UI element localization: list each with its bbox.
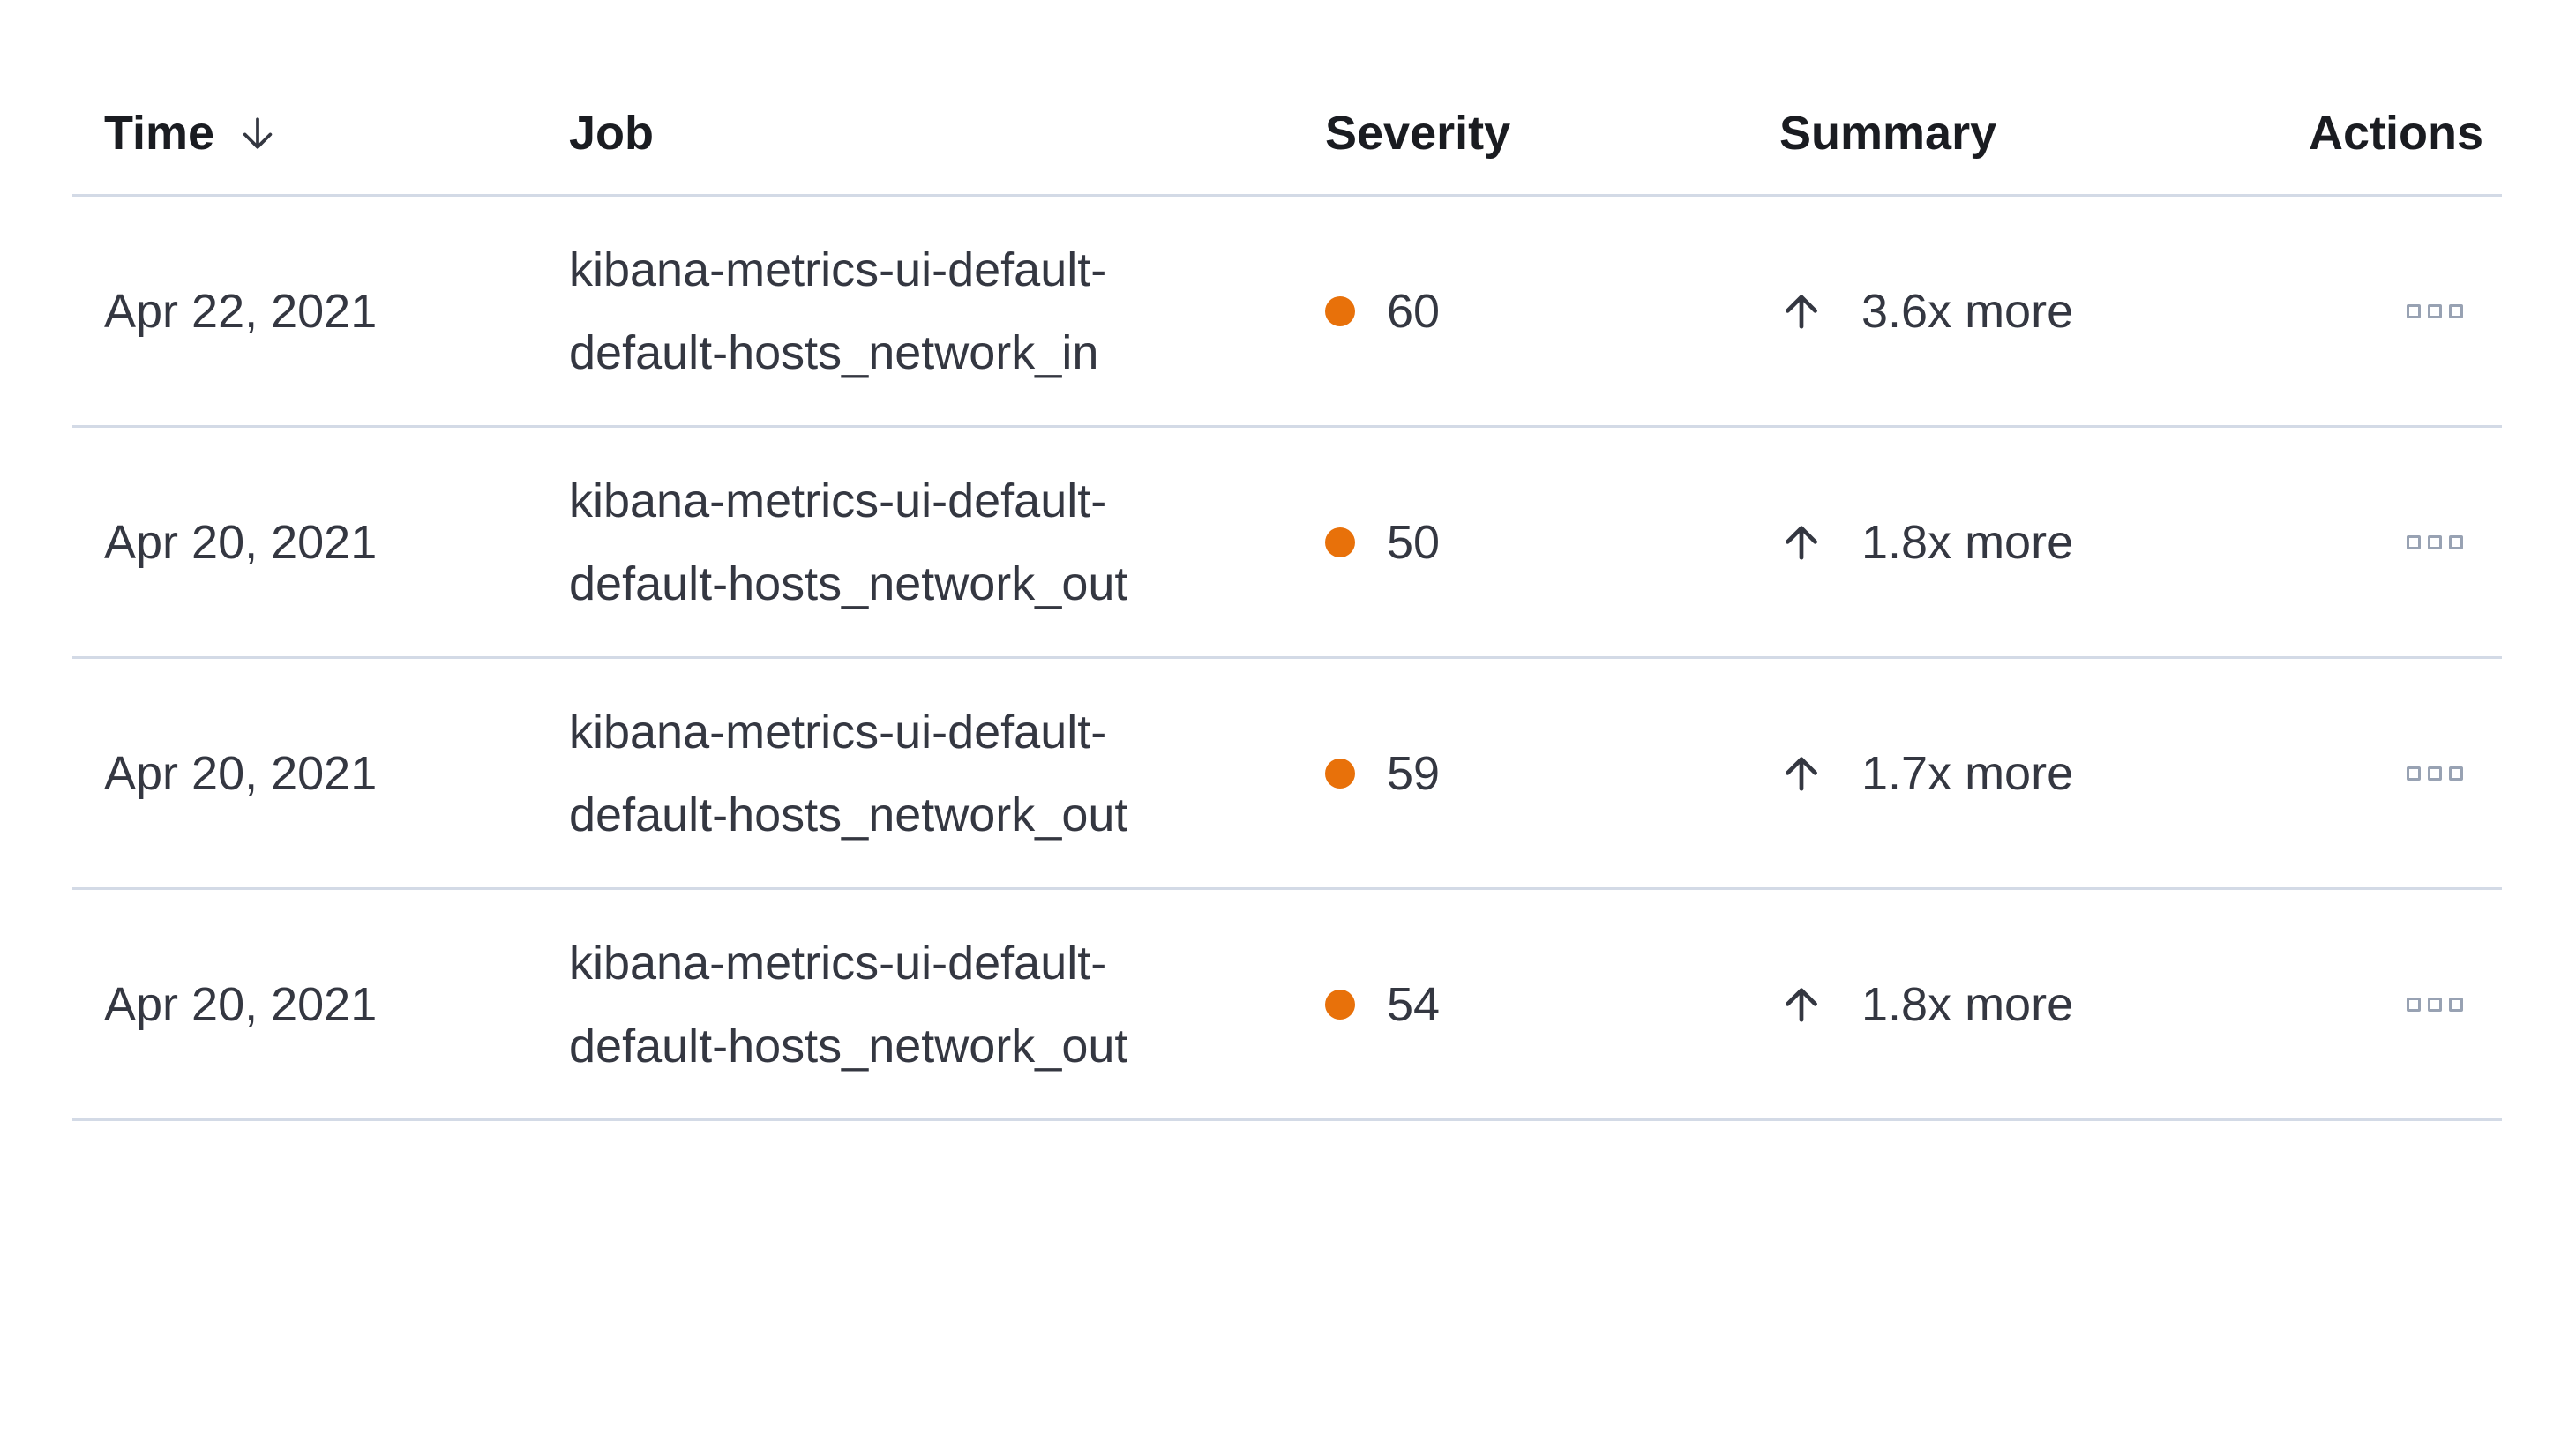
severity-dot [1325,295,1355,326]
severity-value: 59 [1387,746,1441,800]
actions-cell [2298,197,2502,425]
arrow-up-icon [1779,983,1823,1027]
boxes-horizontal-icon [2407,766,2463,781]
job-cell: kibana-metrics-ui-default- default-hosts… [537,428,1293,656]
boxes-horizontal-icon [2407,534,2463,549]
arrow-up-icon [1779,751,1823,796]
anomalies-table: Time Job Severity Summary Actions [72,72,2502,1121]
summary-value: 3.6x more [1861,284,2074,338]
boxes-horizontal-icon [2407,303,2463,318]
table-row: Apr 22, 2021 kibana-metrics-ui-default- … [72,197,2502,428]
column-header-job: Job [537,72,1293,194]
boxes-horizontal-icon [2407,997,2463,1012]
time-value: Apr 20, 2021 [104,746,378,800]
column-header-severity-label: Severity [1325,107,1511,160]
row-actions-button[interactable] [2401,761,2468,786]
severity-cell: 59 [1293,659,1748,887]
job-name-line: kibana-metrics-ui-default- [569,474,1107,527]
column-header-job-label: Job [569,107,655,160]
sort-descending-icon [237,113,278,153]
severity-cell: 60 [1293,197,1748,425]
time-value: Apr 22, 2021 [104,284,378,338]
actions-cell [2298,890,2502,1118]
table-row: Apr 20, 2021 kibana-metrics-ui-default- … [72,659,2502,890]
job-name-line: default-hosts_network_out [569,1019,1128,1073]
severity-cell: 54 [1293,890,1748,1118]
time-cell: Apr 22, 2021 [72,197,537,425]
job-cell: kibana-metrics-ui-default- default-hosts… [537,890,1293,1118]
arrow-up-icon [1779,520,1823,564]
severity-dot [1325,527,1355,557]
job-cell: kibana-metrics-ui-default- default-hosts… [537,197,1293,425]
column-header-actions: Actions [2298,72,2502,194]
job-name-line: default-hosts_network_out [569,788,1128,841]
severity-dot [1325,989,1355,1020]
summary-cell: 1.8x more [1748,890,2298,1118]
table-row: Apr 20, 2021 kibana-metrics-ui-default- … [72,428,2502,659]
table-header-row: Time Job Severity Summary Actions [72,72,2502,197]
time-cell: Apr 20, 2021 [72,659,537,887]
time-value: Apr 20, 2021 [104,977,378,1031]
column-header-time[interactable]: Time [72,72,537,194]
time-cell: Apr 20, 2021 [72,890,537,1118]
severity-dot [1325,758,1355,789]
job-cell: kibana-metrics-ui-default- default-hosts… [537,659,1293,887]
severity-value: 60 [1387,284,1441,338]
time-value: Apr 20, 2021 [104,515,378,569]
job-name-line: default-hosts_network_in [569,325,1099,379]
column-header-summary-label: Summary [1779,107,1997,160]
column-header-severity: Severity [1293,72,1748,194]
job-name-line: kibana-metrics-ui-default- [569,705,1107,759]
column-header-time-label: Time [104,107,215,160]
time-cell: Apr 20, 2021 [72,428,537,656]
summary-cell: 1.8x more [1748,428,2298,656]
severity-value: 50 [1387,515,1441,569]
job-name-line: default-hosts_network_out [569,557,1128,610]
row-actions-button[interactable] [2401,299,2468,324]
summary-cell: 3.6x more [1748,197,2298,425]
summary-value: 1.8x more [1861,515,2074,569]
summary-value: 1.7x more [1861,746,2074,800]
actions-cell [2298,428,2502,656]
column-header-summary: Summary [1748,72,2298,194]
arrow-up-icon [1779,289,1823,333]
column-header-actions-label: Actions [2308,107,2483,160]
job-name-line: kibana-metrics-ui-default- [569,936,1107,990]
severity-value: 54 [1387,977,1441,1031]
severity-cell: 50 [1293,428,1748,656]
table-row: Apr 20, 2021 kibana-metrics-ui-default- … [72,890,2502,1121]
row-actions-button[interactable] [2401,992,2468,1017]
row-actions-button[interactable] [2401,530,2468,555]
actions-cell [2298,659,2502,887]
summary-value: 1.8x more [1861,977,2074,1031]
job-name-line: kibana-metrics-ui-default- [569,243,1107,296]
summary-cell: 1.7x more [1748,659,2298,887]
